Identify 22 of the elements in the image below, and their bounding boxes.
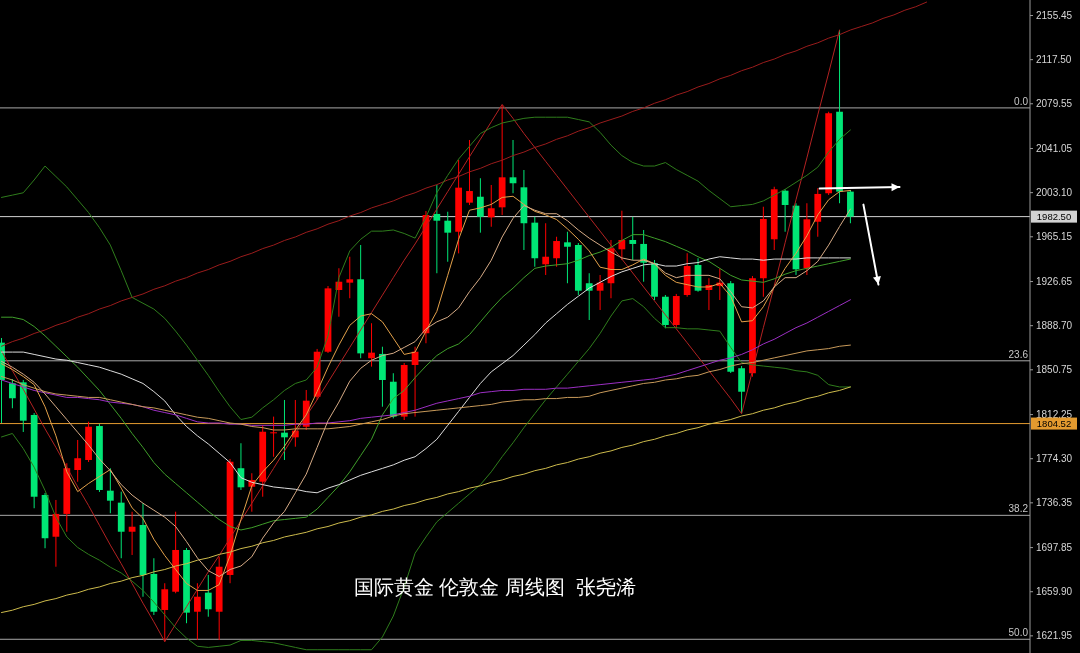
y-tick-label: 2079.55 [1036, 98, 1073, 110]
level-label: 0.0 [1014, 95, 1028, 107]
y-tick-label: 1926.65 [1036, 276, 1073, 288]
level-label: 50.0 [1008, 627, 1028, 639]
y-tick-label: 1736.35 [1036, 497, 1073, 509]
level-label: 38.2 [1008, 503, 1028, 515]
ref-line-label: 1804.52 [1036, 418, 1072, 430]
y-tick-label: 1621.95 [1036, 630, 1073, 642]
y-tick-label: 1659.90 [1036, 586, 1073, 598]
y-tick-label: 2041.05 [1036, 143, 1073, 155]
ref-line-label: 1982.50 [1036, 211, 1072, 223]
title: 国际黄金 伦敦金 周线图 张尧浠 [353, 576, 637, 598]
y-tick-label: 2117.50 [1036, 54, 1072, 66]
y-tick-label: 1850.75 [1036, 364, 1073, 376]
level-label: 23.6 [1008, 348, 1028, 360]
y-tick-label: 1697.85 [1036, 542, 1073, 554]
y-tick-label: 1774.30 [1036, 453, 1073, 465]
y-tick-label: 1888.70 [1036, 320, 1073, 332]
y-tick-label: 2003.10 [1036, 187, 1073, 199]
y-tick-label: 2155.45 [1036, 10, 1073, 21]
y-tick-label: 1965.15 [1036, 231, 1073, 243]
price-label: 1804.52 [1031, 417, 1077, 430]
